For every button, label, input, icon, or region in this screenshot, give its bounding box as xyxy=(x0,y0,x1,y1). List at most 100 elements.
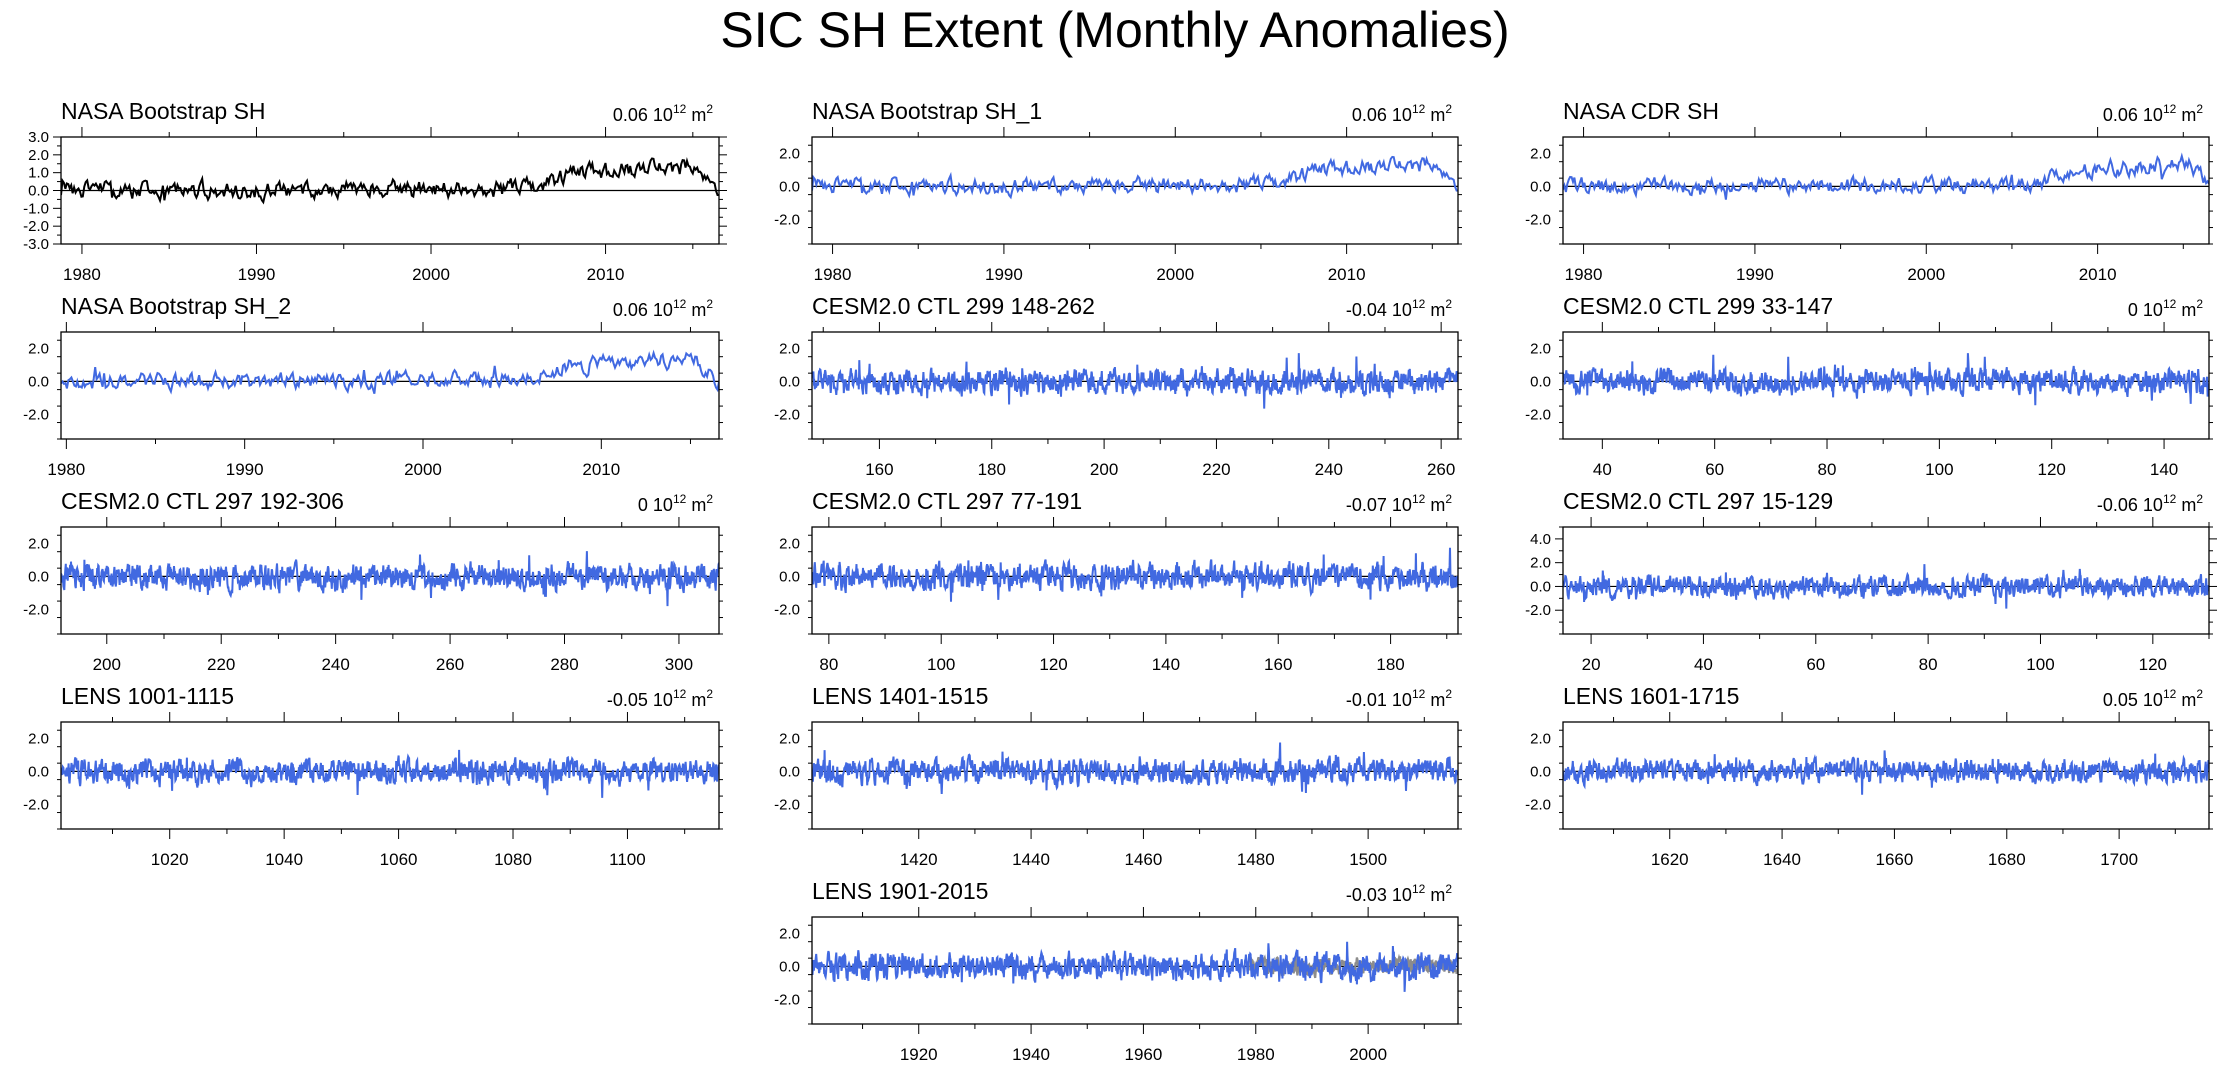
x-tick-label: 1980 xyxy=(47,460,85,479)
x-tick-label: 1940 xyxy=(1012,1045,1050,1064)
panel-6: CESM2.0 CTL 299 33-147 0 1012 m2 2.0 0.0 -2.… xyxy=(1525,293,2213,479)
x-tick-label: 1990 xyxy=(985,265,1023,284)
panel-title: NASA Bootstrap SH xyxy=(61,98,266,124)
plot-frame xyxy=(60,721,720,830)
panel-5: CESM2.0 CTL 299 148-262 -0.04 1012 m2 2.0 0… xyxy=(774,293,1462,479)
plot-frame xyxy=(811,136,1459,245)
series-line xyxy=(812,742,1458,795)
panel-title: LENS 1001-1115 xyxy=(61,683,234,709)
x-tick-label: 2000 xyxy=(1907,265,1945,284)
x-tick-label: 1980 xyxy=(1237,1045,1275,1064)
series-line xyxy=(61,749,719,798)
panel-11: LENS 1401-1515 -0.01 1012 m2 2.0 0.0 -2.0 142… xyxy=(774,683,1462,869)
x-tick-label: 180 xyxy=(978,460,1006,479)
panel-mean-label: -0.07 1012 m2 xyxy=(1346,492,1452,515)
plot-frame xyxy=(811,331,1459,440)
x-tick-label: 180 xyxy=(1376,655,1404,674)
panel-title: LENS 1601-1715 xyxy=(1563,683,1739,709)
x-tick-label: 1440 xyxy=(1012,850,1050,869)
series-line xyxy=(812,353,1458,409)
x-tick-label: 240 xyxy=(321,655,349,674)
x-tick-label: 1420 xyxy=(900,850,938,869)
x-tick-label: 1990 xyxy=(226,460,264,479)
x-tick-label: 100 xyxy=(1925,460,1953,479)
y-tick-label: -1.0 xyxy=(23,200,49,217)
x-tick-label: 1960 xyxy=(1125,1045,1163,1064)
plot-frame xyxy=(1562,721,2210,830)
panel-mean-label: 0.06 1012 m2 xyxy=(2103,102,2203,125)
panel-title: CESM2.0 CTL 299 148-262 xyxy=(812,293,1095,319)
panel-mean-label: 0.06 1012 m2 xyxy=(1352,102,1452,125)
y-tick-label: -2.0 xyxy=(1525,796,1551,813)
x-tick-label: 1700 xyxy=(2100,850,2138,869)
y-tick-label: 2.0 xyxy=(1530,555,1551,572)
y-tick-label: 0.0 xyxy=(1530,578,1551,595)
series-line xyxy=(1563,750,2209,795)
y-tick-label: 0.0 xyxy=(28,763,49,780)
y-tick-label: 2.0 xyxy=(28,340,49,357)
y-tick-label: -2.0 xyxy=(774,601,800,618)
y-tick-label: -2.0 xyxy=(1525,602,1551,619)
panel-mean-label: 0 1012 m2 xyxy=(2128,297,2203,320)
panel-9: CESM2.0 CTL 297 15-129 -0.06 1012 m2 4.0 2.… xyxy=(1525,488,2217,674)
x-tick-label: 100 xyxy=(2026,655,2054,674)
panel-mean-label: 0.05 1012 m2 xyxy=(2103,687,2203,710)
panel-title: CESM2.0 CTL 297 192-306 xyxy=(61,488,344,514)
y-tick-label: 2.0 xyxy=(779,535,800,552)
x-tick-label: 1980 xyxy=(63,265,101,284)
x-tick-label: 200 xyxy=(1090,460,1118,479)
x-tick-label: 2010 xyxy=(582,460,620,479)
panel-8: CESM2.0 CTL 297 77-191 -0.07 1012 m2 2.0 0.… xyxy=(774,488,1462,674)
panel-2: NASA Bootstrap SH_1 0.06 1012 m2 2.0 0.0 -2.… xyxy=(774,98,1462,284)
plot-frame xyxy=(811,526,1459,635)
panel-title: NASA CDR SH xyxy=(1563,98,1719,124)
x-tick-label: 2010 xyxy=(2079,265,2117,284)
x-tick-label: 120 xyxy=(2038,460,2066,479)
y-tick-label: 0.0 xyxy=(779,568,800,585)
x-tick-label: 60 xyxy=(1806,655,1825,674)
panel-13: LENS 1901-2015 -0.03 1012 m2 2.0 0.0 -2.0 192… xyxy=(774,878,1462,1064)
x-tick-label: 20 xyxy=(1582,655,1601,674)
x-tick-label: 1460 xyxy=(1125,850,1163,869)
x-tick-label: 1100 xyxy=(609,850,646,869)
y-tick-label: 0.0 xyxy=(1530,373,1551,390)
x-tick-label: 220 xyxy=(207,655,235,674)
panel-1: NASA Bootstrap SH 0.06 1012 m2 3.02.01.00.… xyxy=(23,98,727,284)
x-tick-label: 1980 xyxy=(1565,265,1603,284)
x-tick-label: 1080 xyxy=(494,850,532,869)
y-tick-label: 3.0 xyxy=(28,129,49,146)
x-tick-label: 300 xyxy=(665,655,693,674)
x-tick-label: 160 xyxy=(865,460,893,479)
series-line xyxy=(812,155,1458,200)
series-line xyxy=(812,941,1458,992)
x-tick-label: 1990 xyxy=(1736,265,1774,284)
x-tick-label: 80 xyxy=(1919,655,1938,674)
panel-10: LENS 1001-1115 -0.05 1012 m2 2.0 0.0 -2.0 102… xyxy=(23,683,723,869)
x-tick-label: 120 xyxy=(2139,655,2167,674)
x-tick-label: 1040 xyxy=(265,850,303,869)
panel-7: CESM2.0 CTL 297 192-306 0 1012 m2 2.0 0.0 -2… xyxy=(23,488,723,674)
panel-mean-label: 0 1012 m2 xyxy=(638,492,713,515)
x-tick-label: 2010 xyxy=(587,265,625,284)
y-tick-label: -2.0 xyxy=(1525,211,1551,228)
panel-title: CESM2.0 CTL 297 77-191 xyxy=(812,488,1082,514)
x-tick-label: 1620 xyxy=(1651,850,1689,869)
x-tick-label: 2000 xyxy=(1349,1045,1387,1064)
y-tick-label: 1.0 xyxy=(28,165,49,182)
series-line xyxy=(1563,564,2209,609)
x-tick-label: 120 xyxy=(1039,655,1067,674)
y-tick-label: -2.0 xyxy=(774,406,800,423)
x-tick-label: 220 xyxy=(1202,460,1230,479)
y-tick-label: -3.0 xyxy=(23,236,49,253)
panel-mean-label: 0.06 1012 m2 xyxy=(613,297,713,320)
y-tick-label: 0.0 xyxy=(28,568,49,585)
x-tick-label: 1990 xyxy=(238,265,276,284)
figure-title: SIC SH Extent (Monthly Anomalies) xyxy=(720,2,1510,58)
panel-title: NASA Bootstrap SH_2 xyxy=(61,293,291,319)
plot-frame xyxy=(1562,331,2210,440)
x-tick-label: 60 xyxy=(1705,460,1724,479)
y-tick-label: 2.0 xyxy=(28,147,49,164)
x-tick-label: 2000 xyxy=(404,460,442,479)
y-tick-label: 2.0 xyxy=(1530,145,1551,162)
y-tick-label: 2.0 xyxy=(1530,730,1551,747)
